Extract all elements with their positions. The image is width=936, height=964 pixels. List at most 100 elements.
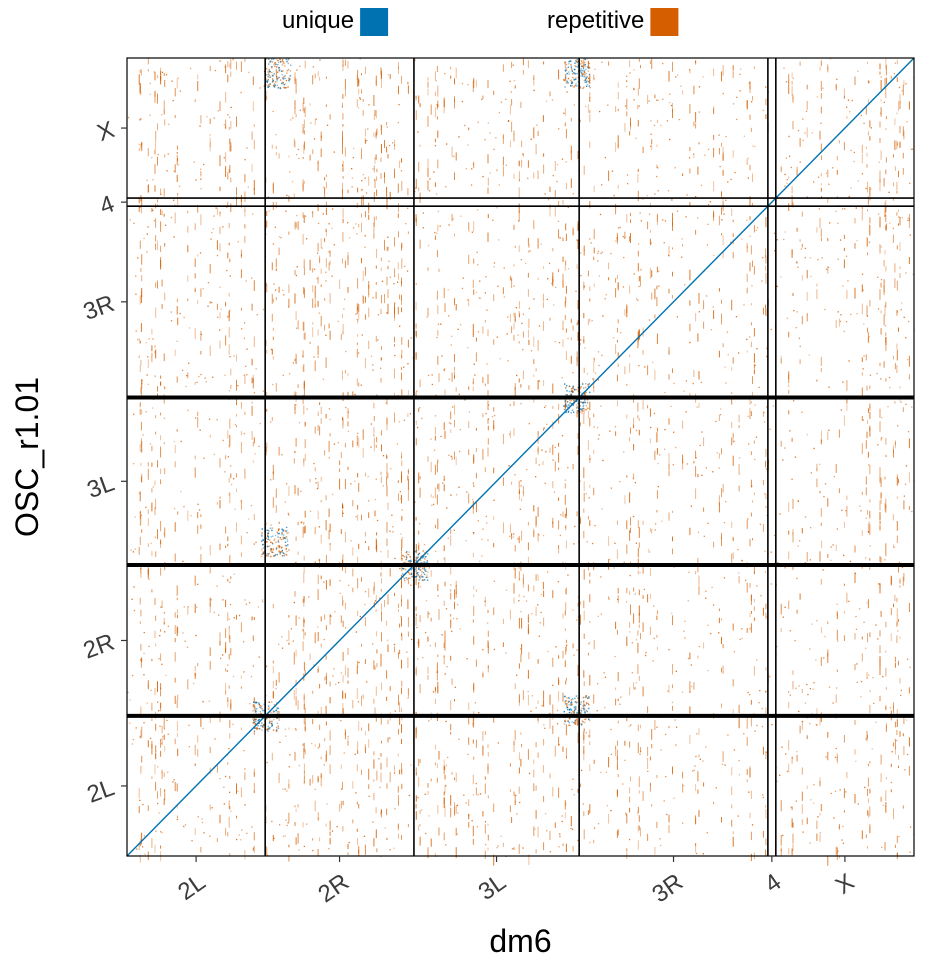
repeat-hit <box>302 743 304 746</box>
repeat-hit <box>244 224 246 229</box>
repeat-hit <box>197 503 199 505</box>
repeat-hit <box>811 132 813 134</box>
repeat-hit <box>485 412 487 415</box>
repeat-hit <box>816 833 818 841</box>
repeat-hit <box>732 150 734 158</box>
repeat-hit <box>236 783 237 794</box>
repeat-hit <box>651 58 653 69</box>
repeat-hit <box>170 311 172 313</box>
repeat-hit <box>730 178 732 181</box>
repeat-hit <box>314 268 316 270</box>
repeat-hit <box>610 487 612 489</box>
repeat-hit <box>232 58 234 60</box>
repeat-hit <box>577 150 579 159</box>
repeat-hit <box>368 499 370 502</box>
repeat-hit <box>387 594 389 604</box>
repeat-hit <box>450 592 452 600</box>
repeat-hit <box>537 238 539 249</box>
repeat-hit <box>407 470 409 475</box>
repeat-hit <box>846 116 848 119</box>
repeat-hit <box>798 685 800 687</box>
repeat-hit <box>443 368 445 372</box>
repeat-hit <box>372 643 374 645</box>
repeat-hit <box>487 641 489 648</box>
repeat-hit <box>141 254 143 265</box>
repeat-hit <box>163 353 165 362</box>
repeat-hit <box>738 457 741 459</box>
repeat-hit <box>791 756 793 764</box>
repeat-hit <box>780 276 782 278</box>
repeat-hit <box>472 378 474 385</box>
repeat-hit <box>885 64 887 76</box>
repeat-hit <box>151 445 153 452</box>
repeat-hit <box>564 264 566 271</box>
repeat-hit <box>357 334 359 337</box>
repeat-hit <box>160 435 162 441</box>
repeat-hit <box>528 307 530 310</box>
repeat-hit <box>376 540 378 551</box>
repeat-hit <box>289 171 291 173</box>
repeat-hit <box>434 71 436 81</box>
repeat-hit <box>869 136 871 141</box>
repeat-hit <box>139 855 141 863</box>
repeat-hit <box>132 463 135 465</box>
repeat-hit <box>364 744 366 747</box>
repeat-hit <box>547 650 549 653</box>
repeat-hit <box>743 304 745 306</box>
repeat-hit <box>294 72 296 82</box>
repeat-hit <box>394 237 395 247</box>
repeat-hit <box>151 156 153 159</box>
repeat-hit <box>898 765 899 769</box>
repeat-hit <box>401 516 403 521</box>
repeat-hit <box>381 280 384 282</box>
repeat-hit <box>794 640 796 642</box>
repeat-hit <box>317 626 319 628</box>
repeat-hit <box>722 251 724 259</box>
repeat-hit <box>873 702 875 705</box>
repeat-hit <box>614 655 616 658</box>
repeat-hit <box>368 723 370 732</box>
repeat-hit <box>838 855 840 859</box>
repeat-hit <box>626 384 628 386</box>
repeat-hit <box>683 630 685 632</box>
repeat-hit <box>675 744 677 746</box>
repeat-hit <box>509 430 511 439</box>
repeat-hit <box>885 77 887 85</box>
repeat-hit <box>443 759 445 770</box>
repeat-hit <box>544 727 546 729</box>
repeat-hit <box>508 433 511 435</box>
repeat-hit <box>475 79 477 88</box>
repeat-hit <box>517 538 519 540</box>
repeat-hit <box>565 398 567 409</box>
repeat-hit <box>701 431 703 433</box>
repeat-hit <box>461 287 464 290</box>
repeat-hit <box>427 783 429 788</box>
repeat-hit <box>908 472 910 483</box>
repeat-hit <box>549 208 551 217</box>
repeat-hit <box>565 602 567 611</box>
repeat-hit <box>765 603 767 609</box>
repeat-hit <box>521 643 523 655</box>
repeat-hit <box>164 243 166 247</box>
repeat-hit <box>806 817 808 825</box>
repeat-hit <box>750 512 752 517</box>
repeat-hit <box>559 835 561 838</box>
repeat-hit <box>187 298 189 302</box>
repeat-hit <box>266 665 268 668</box>
repeat-hit <box>445 764 448 766</box>
repeat-hit <box>381 603 382 614</box>
repeat-hit <box>401 687 402 695</box>
repeat-hit <box>228 685 230 689</box>
repeat-hit <box>418 408 420 413</box>
repeat-hit <box>879 289 881 300</box>
repeat-hit <box>288 642 290 645</box>
repeat-hit <box>593 487 595 496</box>
repeat-hit <box>357 432 359 435</box>
repeat-hit <box>765 505 767 508</box>
repeat-hit <box>712 306 714 308</box>
repeat-hit <box>482 528 484 530</box>
repeat-hit <box>226 269 228 272</box>
repeat-hit <box>176 699 178 709</box>
repeat-hit <box>556 723 559 725</box>
repeat-hit <box>245 280 247 282</box>
